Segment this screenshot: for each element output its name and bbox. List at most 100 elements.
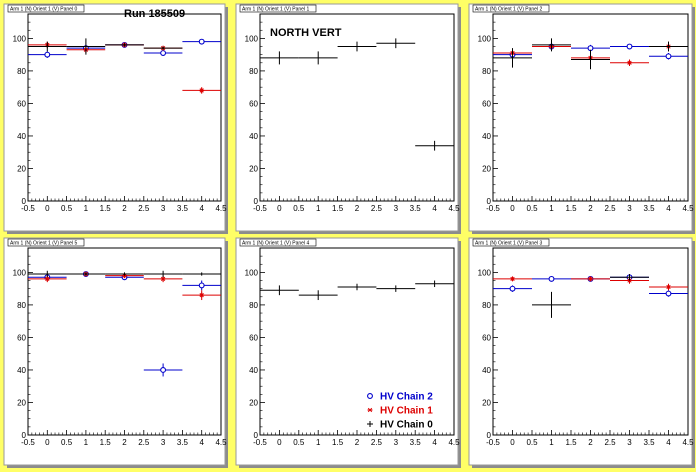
x-tick-label: 0 — [45, 204, 50, 213]
y-tick-label: 20 — [17, 398, 26, 407]
x-tick-label: 0.5 — [293, 438, 305, 447]
data-point — [532, 291, 571, 318]
x-tick-label: -0.5 — [21, 204, 35, 213]
data-point — [571, 49, 610, 70]
x-tick-label: 0.5 — [61, 438, 73, 447]
y-tick-label: 100 — [245, 34, 259, 43]
x-tick-label: 4.5 — [215, 204, 227, 213]
x-tick-label: 1.5 — [332, 204, 344, 213]
y-tick-label: 40 — [249, 366, 258, 375]
y-tick-label: 0 — [254, 431, 259, 440]
pad-background — [3, 3, 226, 232]
x-tick-label: 3.5 — [177, 438, 189, 447]
y-tick-label: 60 — [17, 333, 26, 342]
x-tick-label: 3 — [627, 438, 632, 447]
x-tick-label: 3 — [627, 204, 632, 213]
series-hv-chain-0 — [493, 38, 688, 70]
chart-pad-2: Arm 1 (N) Orient 1 (V) Panel 2-0.5 0 0.5 1 1… — [468, 3, 695, 234]
x-tick-label: 3.5 — [177, 204, 189, 213]
y-tick-label: 100 — [245, 268, 259, 277]
star-marker — [199, 292, 205, 298]
circle-marker — [548, 275, 555, 282]
x-tick-label: 0 — [45, 438, 50, 447]
y-tick-label: 80 — [17, 67, 26, 76]
data-point — [493, 48, 532, 68]
circle-marker — [626, 43, 633, 50]
x-tick-label: 1.5 — [565, 204, 577, 213]
pad-title-border — [7, 4, 85, 13]
pad-title-box: Arm 1 (N) Orient 1 (V) Panel 0 — [7, 4, 85, 13]
legend: HV Chain 2 HV Chain 1 HV Chain 0 — [367, 392, 433, 431]
y-tick-label: 40 — [482, 132, 491, 141]
x-tick-label: 2.5 — [371, 438, 383, 447]
data-point — [415, 140, 454, 151]
data-point — [571, 276, 610, 282]
y-tick-label: 80 — [482, 301, 491, 310]
y-tick-label: 40 — [17, 132, 26, 141]
x-tick-label: 0 — [277, 204, 282, 213]
pad-background — [235, 237, 459, 466]
data-point — [105, 43, 144, 47]
pad-title-box: Arm 1 (N) Orient 1 (V) Panel 2 — [472, 4, 550, 13]
star-marker — [510, 276, 515, 282]
x-tick-label: 3.5 — [410, 204, 422, 213]
legend-label: HV Chain 0 — [380, 420, 433, 431]
x-tick-label: 3.5 — [643, 204, 655, 213]
legend-entry: HV Chain 2 — [367, 392, 433, 403]
y-tick-label: 60 — [249, 99, 258, 108]
data-point — [649, 41, 688, 52]
legend-label: HV Chain 1 — [380, 406, 433, 417]
x-tick-label: 3.5 — [643, 438, 655, 447]
x-tick-label: 2.5 — [138, 438, 150, 447]
x-tick-label: 0.5 — [61, 204, 73, 213]
series-hv-chain-0 — [260, 38, 454, 151]
data-point — [143, 275, 183, 283]
chart-pad-4: Arm 1 (N) Orient 1 (V) Panel 4-0.5 0 0.5 1 1… — [235, 237, 461, 468]
pad-title-border — [239, 4, 317, 13]
circle-marker — [198, 282, 205, 289]
star-marker — [666, 284, 671, 290]
x-tick-label: 3.5 — [410, 438, 422, 447]
star-marker — [199, 87, 205, 93]
data-point — [182, 290, 221, 301]
pad-title-border — [7, 238, 85, 247]
data-point — [66, 38, 106, 55]
pad-title: Arm 1 (N) Orient 1 (V) Panel 4 — [242, 241, 309, 247]
x-tick-label: 2.5 — [138, 204, 150, 213]
x-tick-label: 0.5 — [526, 204, 538, 213]
y-tick-label: 0 — [487, 431, 492, 440]
y-tick-label: 80 — [249, 67, 258, 76]
y-tick-label: 0 — [254, 197, 259, 206]
circle-marker — [665, 290, 672, 297]
x-tick-label: 0 — [277, 438, 282, 447]
y-tick-label: 20 — [249, 164, 258, 173]
x-tick-label: 1.5 — [100, 204, 112, 213]
data-point — [493, 285, 532, 292]
legend-label: HV Chain 2 — [380, 392, 433, 403]
x-tick-label: 0 — [510, 204, 515, 213]
x-tick-label: -0.5 — [253, 204, 267, 213]
y-tick-label: 0 — [22, 431, 27, 440]
data-point — [143, 46, 183, 50]
y-tick-label: 100 — [13, 34, 27, 43]
pad-title-border — [239, 238, 317, 247]
chart-pad-5: Arm 1 (N) Orient 1 (V) Panel 3-0.5 0 0.5 1 1… — [468, 237, 695, 468]
y-tick-label: 40 — [17, 366, 26, 375]
x-tick-label: 3 — [394, 204, 399, 213]
y-tick-label: 60 — [17, 99, 26, 108]
x-tick-label: 2 — [588, 438, 593, 447]
x-tick-label: 4 — [432, 438, 437, 447]
y-tick-label: 20 — [17, 164, 26, 173]
circle-marker — [160, 367, 167, 373]
x-tick-label: 4.5 — [215, 438, 227, 447]
data-point — [66, 272, 106, 276]
x-tick-label: 1 — [316, 204, 321, 213]
x-tick-label: 2.5 — [604, 204, 616, 213]
legend-entry: HV Chain 0 — [367, 420, 433, 431]
data-point — [28, 51, 67, 58]
data-point — [28, 41, 67, 52]
pad-title: Arm 1 (N) Orient 1 (V) Panel 2 — [475, 7, 542, 13]
x-tick-label: 1 — [84, 204, 89, 213]
y-tick-label: 40 — [482, 366, 491, 375]
x-tick-label: 1.5 — [565, 438, 577, 447]
